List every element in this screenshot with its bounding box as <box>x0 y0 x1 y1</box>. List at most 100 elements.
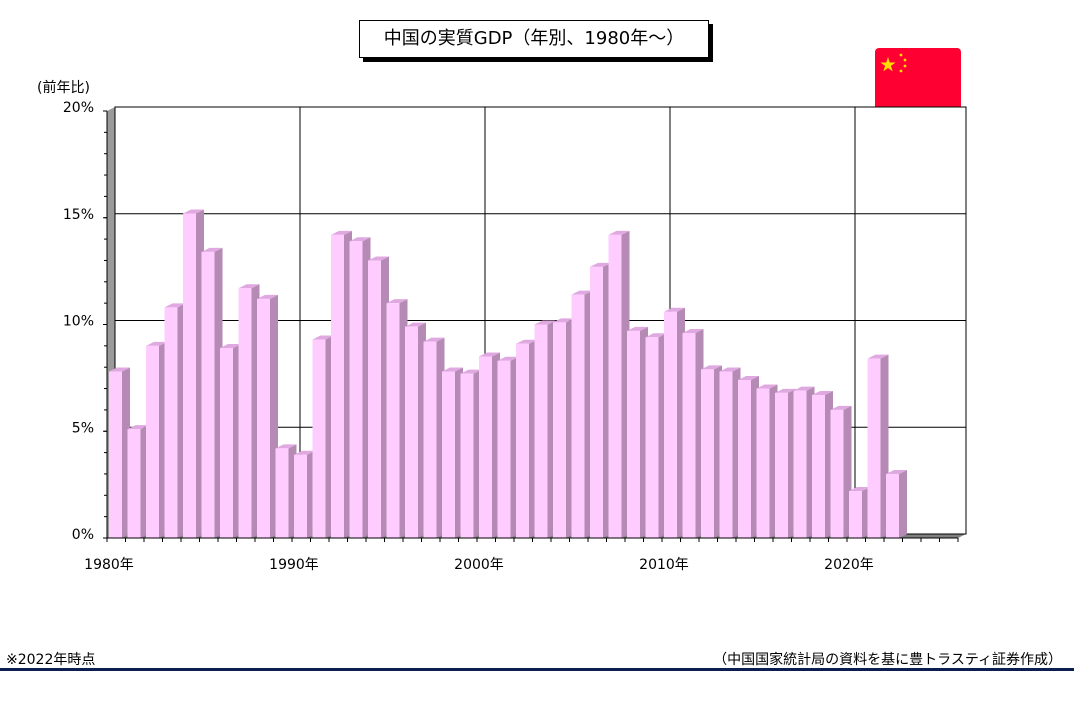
bar-top <box>460 369 482 374</box>
bar-top <box>294 450 315 455</box>
bar-front <box>312 339 326 538</box>
bar-front <box>627 330 640 538</box>
bar <box>645 333 667 538</box>
bar <box>516 339 537 538</box>
bar <box>201 247 223 538</box>
bar-top <box>571 290 593 295</box>
bar <box>479 352 500 538</box>
y-tick-label: 0% <box>72 527 94 543</box>
bar-front <box>886 473 899 538</box>
bar-top <box>738 376 759 381</box>
bar-top <box>368 256 389 261</box>
bar <box>220 343 241 538</box>
bar-front <box>294 454 307 538</box>
bar-front <box>830 409 844 538</box>
bar-front <box>701 369 714 538</box>
bar-front <box>220 347 233 538</box>
bar-top <box>164 303 186 308</box>
bar <box>238 284 260 538</box>
bar-top <box>516 339 537 344</box>
bar-front <box>645 337 659 538</box>
bar <box>349 237 371 539</box>
bar-front <box>571 294 585 538</box>
bar <box>701 365 722 538</box>
x-tick-label: 1980年 <box>84 557 134 573</box>
bar <box>756 384 778 538</box>
bar <box>109 367 130 538</box>
bar <box>497 356 519 538</box>
bar-top <box>349 237 371 242</box>
bar <box>682 329 704 538</box>
y-axis-unit-label: (前年比) <box>37 80 90 96</box>
bar-front <box>405 326 418 538</box>
bar-top <box>645 333 667 338</box>
bar-top <box>497 356 519 361</box>
bar-front <box>516 343 529 538</box>
source-note: （中国国家統計局の資料を基に豊トラスティ証券作成） <box>713 652 1062 668</box>
bar <box>553 318 574 538</box>
bar <box>775 388 796 538</box>
bar <box>627 326 648 538</box>
bar-side <box>899 469 907 538</box>
bar-front <box>738 380 751 538</box>
bar <box>849 487 870 538</box>
bar-top <box>201 247 223 252</box>
bar-top <box>275 444 297 449</box>
bar <box>127 425 149 538</box>
bar-top <box>849 487 870 492</box>
bar <box>312 335 334 538</box>
bar-front <box>109 371 122 538</box>
bar <box>146 341 167 538</box>
chart-title: 中国の実質GDP（年別、1980年～） <box>359 20 709 58</box>
y-tick-label: 5% <box>72 420 94 436</box>
bar-front <box>146 345 159 538</box>
bar-top <box>553 318 574 323</box>
bar-front <box>349 241 363 539</box>
bar-top <box>312 335 334 340</box>
bar-chart: 0% 5% 10% 15% 20% 1980年 1990年 2000年 2010年 2020年 <box>63 100 967 573</box>
bar <box>664 307 685 538</box>
bar-front <box>553 322 566 538</box>
bar-top <box>479 352 500 357</box>
bar-front <box>183 213 196 539</box>
bar-front <box>331 234 344 538</box>
bar <box>294 450 315 538</box>
y-tick-label: 10% <box>63 314 94 330</box>
bar <box>442 367 463 538</box>
x-tick-label: 2000年 <box>454 557 504 573</box>
bar-front <box>608 234 622 538</box>
y-tick-label: 15% <box>63 207 94 223</box>
bar-front <box>664 311 677 538</box>
bar-front <box>775 392 788 538</box>
bar-top <box>719 367 741 372</box>
bar <box>423 337 445 538</box>
bar-top <box>220 343 241 348</box>
bar <box>164 303 186 538</box>
bar <box>275 444 297 538</box>
bar-top <box>701 365 722 370</box>
bottom-divider <box>0 668 1074 671</box>
bar-top <box>442 367 463 372</box>
bar-front <box>812 394 825 538</box>
bar <box>368 256 389 538</box>
bar-top <box>793 386 815 391</box>
bar-top <box>867 354 889 359</box>
bar-top <box>146 341 167 346</box>
bar <box>608 230 630 538</box>
bar-top <box>257 294 278 299</box>
x-tick-label: 2020年 <box>824 557 874 573</box>
bar-front <box>368 260 381 538</box>
bar <box>738 376 759 538</box>
bar-front <box>201 251 215 538</box>
bar-front <box>127 429 141 538</box>
bar-front <box>479 356 492 538</box>
bar-top <box>423 337 445 342</box>
bar <box>405 322 426 538</box>
bar <box>534 320 556 538</box>
bar <box>386 299 408 538</box>
bar-front <box>275 448 289 538</box>
bar-top <box>682 329 704 334</box>
bar <box>793 386 815 538</box>
bar <box>331 230 352 538</box>
bar-top <box>590 262 611 267</box>
